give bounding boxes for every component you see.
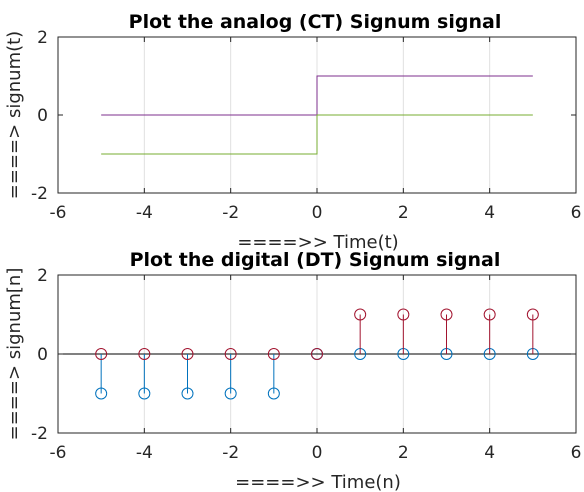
y-tick-label: -2 xyxy=(31,184,48,204)
stem-marker xyxy=(440,308,453,321)
y-tick-label: 2 xyxy=(37,266,48,286)
stem-marker xyxy=(354,308,367,321)
series-line-1 xyxy=(101,75,533,116)
x-tick-label: 0 xyxy=(312,203,323,223)
y-tick-label: -2 xyxy=(31,424,48,444)
x-tick-label: 4 xyxy=(484,443,495,463)
stem-marker xyxy=(224,387,237,400)
stem-marker xyxy=(397,308,410,321)
chart-title: Plot the analog (CT) Signum signal xyxy=(129,11,502,33)
analog-signum-plot: -6 -4 -2 0 2 4 6 -2 0 2 Plot the analog (CT) Signu… xyxy=(4,11,581,253)
stem-marker xyxy=(267,387,280,400)
x-tick-label: -6 xyxy=(50,443,67,463)
x-tick-label: 6 xyxy=(571,203,582,223)
stem-series-1 xyxy=(95,348,539,400)
stem-marker xyxy=(267,348,280,360)
digital-signum-plot: -6 -4 -2 0 2 4 6 -2 0 2 Plot the digital (DT) Sign… xyxy=(4,249,581,492)
y-axis-label: ====> signum(t) xyxy=(4,31,25,199)
stem-marker xyxy=(138,348,151,360)
x-tick-label: 2 xyxy=(398,443,409,463)
stem-marker xyxy=(224,348,237,360)
stem-marker xyxy=(311,348,323,360)
x-tick-label: 4 xyxy=(484,203,495,223)
stem-marker xyxy=(181,348,194,360)
y-tick-label: 2 xyxy=(37,28,48,48)
x-axis-label: ====>> Time(t) xyxy=(237,232,398,253)
chart-title: Plot the digital (DT) Signum signal xyxy=(130,249,501,271)
x-tick-label: 2 xyxy=(398,203,409,223)
stem-marker xyxy=(483,308,496,321)
series-line-2 xyxy=(101,114,533,155)
stem-marker xyxy=(526,308,539,321)
x-tick-label: -2 xyxy=(222,443,239,463)
y-tick-label: 0 xyxy=(37,345,48,365)
x-tick-label: 6 xyxy=(571,443,582,463)
stem-marker xyxy=(95,387,108,400)
stem-marker xyxy=(181,387,194,400)
y-axis-label: ====> signum[n] xyxy=(4,268,25,441)
x-tick-label: -6 xyxy=(50,203,67,223)
stem-marker xyxy=(138,387,151,400)
stem-marker xyxy=(95,348,108,360)
x-tick-label: -4 xyxy=(136,443,153,463)
x-tick-label: 0 xyxy=(312,443,323,463)
x-tick-label: -4 xyxy=(136,203,153,223)
x-axis-label: ====>> Time(n) xyxy=(235,472,401,492)
stem-series-2 xyxy=(95,308,539,360)
x-tick-label: -2 xyxy=(222,203,239,223)
y-tick-label: 0 xyxy=(37,106,48,126)
